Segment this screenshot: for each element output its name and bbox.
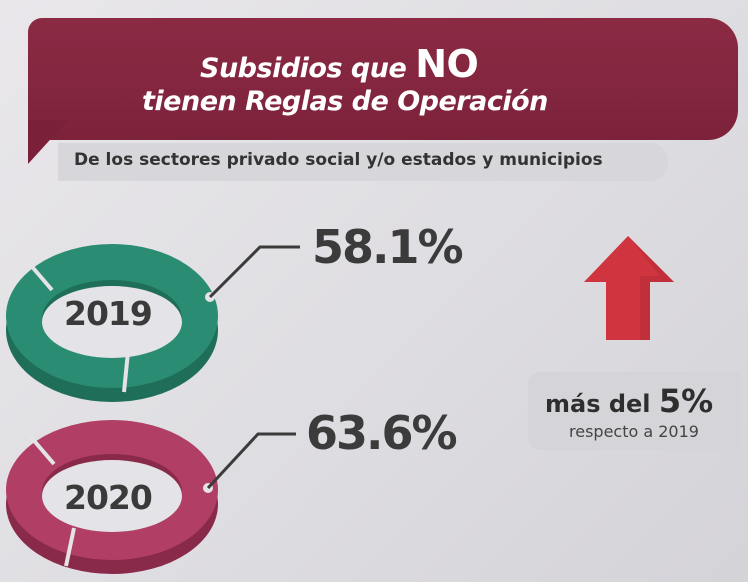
- percent-2019: 58.1%: [312, 220, 464, 274]
- percent-2020: 63.6%: [306, 406, 458, 460]
- increase-value: 5%: [658, 382, 714, 420]
- subtitle: De los sectores privado social y/o estad…: [74, 150, 603, 170]
- ring-2019: [6, 244, 218, 402]
- year-2019: 2019: [64, 294, 153, 333]
- increase-box: [528, 372, 740, 450]
- title-prefix: Subsidios que: [200, 53, 407, 84]
- connector-2020: [203, 432, 296, 493]
- title-line-1: Subsidios que NO: [200, 42, 479, 86]
- increase-prefix: más del: [545, 390, 651, 418]
- title-line-2: tienen Reglas de Operación: [142, 86, 548, 117]
- year-2020: 2020: [64, 478, 153, 517]
- connector-2019: [205, 245, 300, 302]
- title-banner: [28, 18, 738, 140]
- title-emphasis: NO: [415, 42, 479, 86]
- subtitle-box: [58, 143, 668, 181]
- up-arrow-icon: [584, 236, 674, 340]
- increase-main: más del 5%: [545, 382, 713, 420]
- increase-sub: respecto a 2019: [569, 422, 699, 441]
- ring-2020: [6, 420, 218, 574]
